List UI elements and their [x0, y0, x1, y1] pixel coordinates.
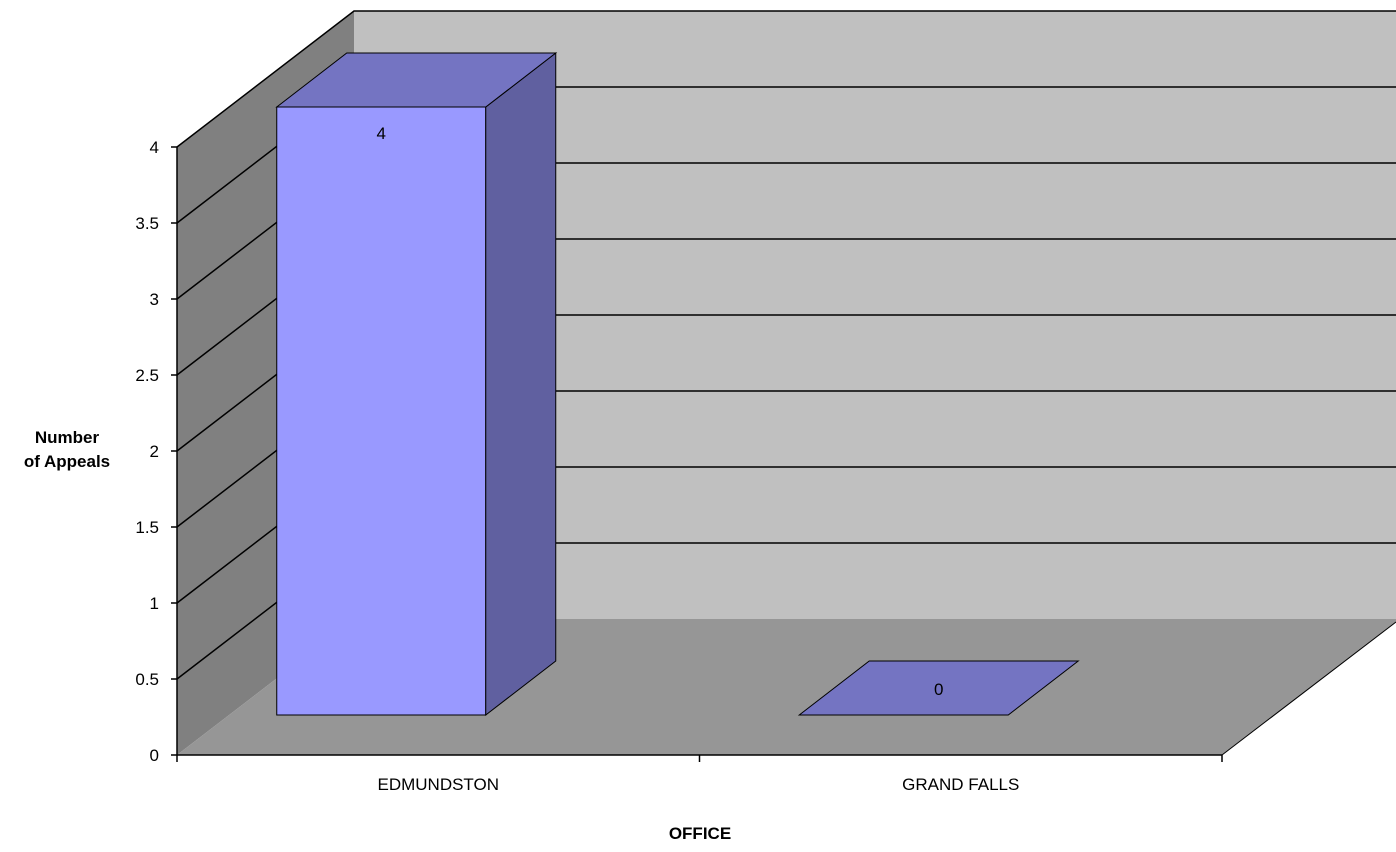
y-tick-label: 1 — [150, 594, 159, 613]
bar-edmundston — [275, 51, 558, 717]
chart-text: Number of Appeals OFFICE 4 EDMUNDSTON 0 GRA… — [24, 124, 1019, 843]
data-label: 4 — [377, 124, 386, 143]
axes — [171, 146, 1223, 762]
x-axis-title: OFFICE — [669, 824, 731, 843]
y-tick-label: 1.5 — [135, 518, 159, 537]
data-label: 0 — [934, 680, 943, 699]
y-tick-label: 4 — [150, 138, 159, 157]
bar-top — [275, 52, 558, 108]
bar-front — [276, 106, 487, 716]
y-tick-label: 3.5 — [135, 214, 159, 233]
bar-top — [797, 660, 1080, 716]
y-tick-label: 2.5 — [135, 366, 159, 385]
bar-side — [485, 51, 557, 717]
floor-edge — [1221, 621, 1396, 756]
y-tick-label: 0 — [150, 746, 159, 765]
y-tick-label: 2 — [150, 442, 159, 461]
y-axis-title-line-2: of Appeals — [24, 452, 110, 471]
bars — [275, 51, 1080, 717]
y-tick-label: 3 — [150, 290, 159, 309]
x-tick-label: GRAND FALLS — [902, 775, 1019, 794]
y-axis-title-line-1: Number — [35, 428, 100, 447]
bar-grand-falls — [797, 660, 1080, 716]
x-tick-label: EDMUNDSTON — [377, 775, 499, 794]
gridline — [176, 10, 1396, 148]
y-tick-label: 0.5 — [135, 670, 159, 689]
